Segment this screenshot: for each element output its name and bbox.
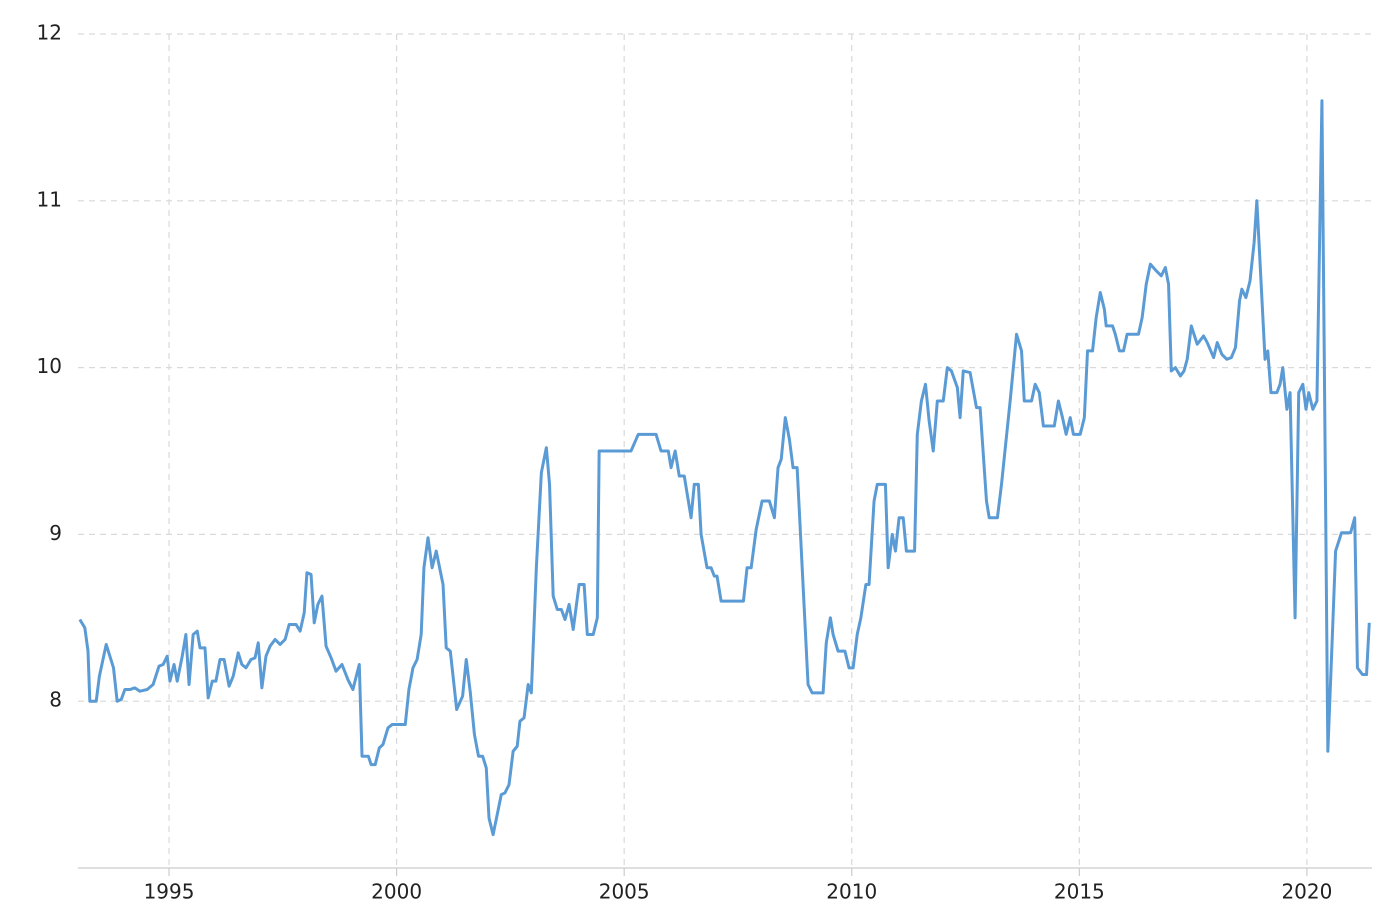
x-tick-label: 1995 — [144, 880, 195, 904]
line-series — [78, 99, 1371, 837]
x-tick-label: 2010 — [826, 880, 877, 904]
y-tick-label: 8 — [49, 688, 62, 712]
y-tick-label: 10 — [37, 354, 62, 378]
x-tick-label: 2000 — [371, 880, 422, 904]
x-tick-label: 2015 — [1054, 880, 1105, 904]
x-tick-label: 2020 — [1281, 880, 1332, 904]
y-tick-label: 11 — [37, 187, 62, 211]
y-tick-label: 9 — [49, 521, 62, 545]
x-tick-label: 2005 — [599, 880, 650, 904]
y-tick-label: 12 — [37, 21, 62, 45]
